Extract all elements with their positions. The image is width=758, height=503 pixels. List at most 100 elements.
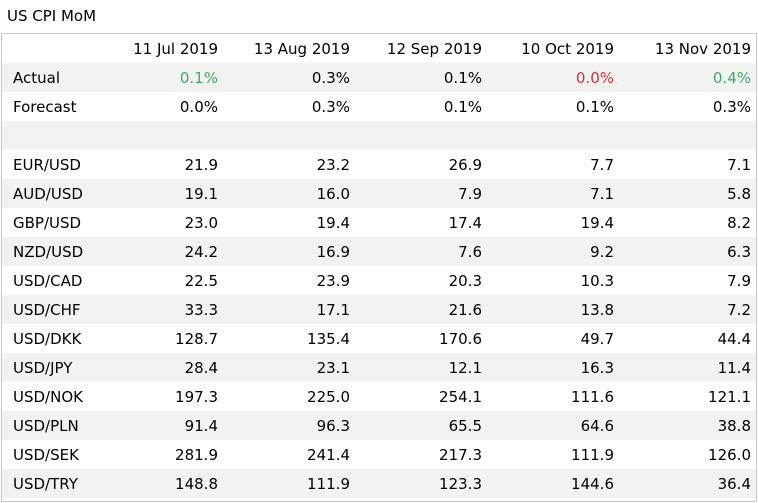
pair-value: 197.3 <box>175 387 218 406</box>
pair-value: 135.4 <box>307 329 350 348</box>
pair-value: 21.9 <box>184 155 218 174</box>
pair-row: AUD/USD 19.1 16.0 7.9 7.1 5.8 <box>2 179 756 208</box>
pair-value: 23.9 <box>316 271 350 290</box>
column-header: 12 Sep 2019 <box>386 39 482 58</box>
row-label: Actual <box>2 63 99 92</box>
pair-value: 8.2 <box>727 213 751 232</box>
pair-value: 19.4 <box>580 213 614 232</box>
pair-value: 7.6 <box>355 237 487 266</box>
pair-label: EUR/USD <box>13 155 81 174</box>
pair-value: 12.1 <box>355 353 487 382</box>
pair-value: 20.3 <box>448 271 482 290</box>
pair-row: USD/NOK 197.3 225.0 254.1 111.6 121.1 <box>2 382 756 411</box>
pair-value: 123.3 <box>355 469 487 498</box>
pair-value: 22.5 <box>184 271 218 290</box>
pair-value: 10.3 <box>580 271 614 290</box>
actual-value: 0.0% <box>487 63 619 92</box>
corner-cell <box>2 34 99 63</box>
pair-value: 33.3 <box>99 295 223 324</box>
pair-value: 111.6 <box>571 387 614 406</box>
pair-value: 148.8 <box>99 469 223 498</box>
pair-value: 38.8 <box>619 411 756 440</box>
forecast-value: 0.3% <box>712 97 751 116</box>
cpi-table: 11 Jul 2019 13 Aug 2019 12 Sep 2019 10 O… <box>2 34 756 498</box>
spacer-row <box>2 121 756 150</box>
data-table: 11 Jul 2019 13 Aug 2019 12 Sep 2019 10 O… <box>1 33 757 502</box>
pair-value: 23.0 <box>184 213 218 232</box>
pair-value: 144.6 <box>487 469 619 498</box>
row-label: Forecast <box>13 97 77 116</box>
pair-row: USD/DKK 128.7 135.4 170.6 49.7 44.4 <box>2 324 756 353</box>
pair-value: 44.4 <box>717 329 751 348</box>
pair-value: 7.9 <box>355 179 487 208</box>
column-header: 13 Nov 2019 <box>654 39 751 58</box>
pair-value: 36.4 <box>619 469 756 498</box>
pair-value: 9.2 <box>487 237 619 266</box>
pair-value: 6.3 <box>619 237 756 266</box>
pair-value: 126.0 <box>708 445 751 464</box>
pair-value: 7.2 <box>619 295 756 324</box>
pair-value: 170.6 <box>439 329 482 348</box>
pair-row: USD/JPY 28.4 23.1 12.1 16.3 11.4 <box>2 353 756 382</box>
pair-value: 281.9 <box>175 445 218 464</box>
pair-value: 19.4 <box>316 213 350 232</box>
pair-value: 28.4 <box>99 353 223 382</box>
pair-value: 5.8 <box>619 179 756 208</box>
pair-value: 64.6 <box>487 411 619 440</box>
forecast-row: Forecast 0.0% 0.3% 0.1% 0.1% 0.3% <box>2 92 756 121</box>
pair-value: 7.9 <box>727 271 751 290</box>
pair-value: 11.4 <box>619 353 756 382</box>
header-row: 11 Jul 2019 13 Aug 2019 12 Sep 2019 10 O… <box>2 34 756 63</box>
forecast-value: 0.1% <box>443 97 482 116</box>
pair-row: USD/PLN 91.4 96.3 65.5 64.6 38.8 <box>2 411 756 440</box>
pair-row: EUR/USD 21.9 23.2 26.9 7.7 7.1 <box>2 150 756 179</box>
actual-value: 0.1% <box>99 63 223 92</box>
pair-value: 23.1 <box>223 353 355 382</box>
pair-row: USD/CHF 33.3 17.1 21.6 13.8 7.2 <box>2 295 756 324</box>
pair-value: 91.4 <box>99 411 223 440</box>
pair-value: 111.9 <box>223 469 355 498</box>
pair-value: 7.1 <box>727 155 751 174</box>
pair-label: AUD/USD <box>2 179 99 208</box>
pair-label: USD/CAD <box>13 271 83 290</box>
pair-value: 17.4 <box>448 213 482 232</box>
pair-row: USD/TRY 148.8 111.9 123.3 144.6 36.4 <box>2 469 756 498</box>
pair-value: 111.9 <box>571 445 614 464</box>
pair-value: 7.7 <box>590 155 614 174</box>
pair-label: USD/DKK <box>13 329 82 348</box>
pair-value: 19.1 <box>99 179 223 208</box>
pair-label: USD/SEK <box>13 445 79 464</box>
pair-row: GBP/USD 23.0 19.4 17.4 19.4 8.2 <box>2 208 756 237</box>
pair-value: 96.3 <box>223 411 355 440</box>
column-header: 10 Oct 2019 <box>521 39 614 58</box>
column-header: 13 Aug 2019 <box>253 39 350 58</box>
pair-value: 241.4 <box>307 445 350 464</box>
pair-value: 24.2 <box>99 237 223 266</box>
pair-label: USD/CHF <box>2 295 99 324</box>
pair-label: USD/JPY <box>2 353 99 382</box>
pair-value: 16.0 <box>223 179 355 208</box>
pair-value: 16.9 <box>223 237 355 266</box>
pair-value: 128.7 <box>175 329 218 348</box>
pair-value: 26.9 <box>448 155 482 174</box>
pair-label: USD/TRY <box>2 469 99 498</box>
pair-label: USD/PLN <box>2 411 99 440</box>
column-header: 11 Jul 2019 <box>133 39 218 58</box>
actual-value: 0.1% <box>355 63 487 92</box>
pair-value: 49.7 <box>580 329 614 348</box>
forecast-value: 0.1% <box>575 97 614 116</box>
pair-value: 65.5 <box>355 411 487 440</box>
pair-label: NZD/USD <box>2 237 99 266</box>
pair-value: 7.1 <box>487 179 619 208</box>
actual-value: 0.3% <box>223 63 355 92</box>
pair-value: 254.1 <box>439 387 482 406</box>
pair-label: USD/NOK <box>13 387 83 406</box>
table-title: US CPI MoM <box>7 7 97 25</box>
forecast-value: 0.0% <box>179 97 218 116</box>
pair-value: 21.6 <box>355 295 487 324</box>
pair-value: 121.1 <box>708 387 751 406</box>
pair-row: USD/CAD 22.5 23.9 20.3 10.3 7.9 <box>2 266 756 295</box>
pair-row: NZD/USD 24.2 16.9 7.6 9.2 6.3 <box>2 237 756 266</box>
pair-label: GBP/USD <box>13 213 82 232</box>
pair-value: 217.3 <box>439 445 482 464</box>
